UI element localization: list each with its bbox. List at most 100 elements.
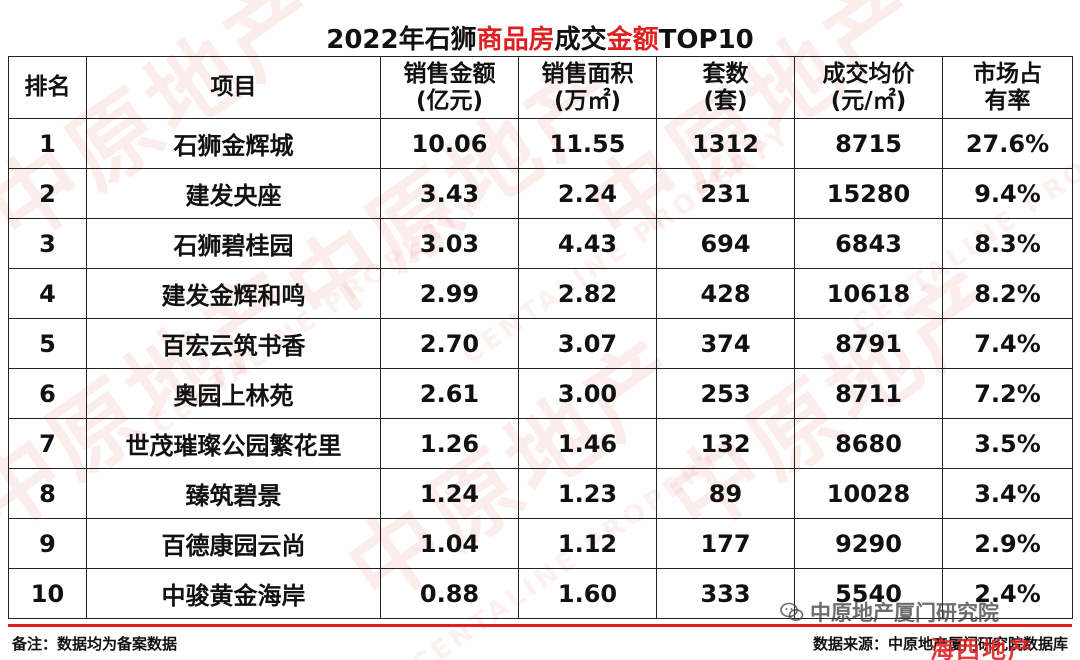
header-avg-price: 成交均价 (元/㎡): [794, 56, 943, 119]
cell-avg-price: 10618: [794, 268, 943, 319]
cell-project: 臻筑碧景: [86, 468, 381, 519]
cell-rank: 6: [8, 368, 87, 419]
cell-amount: 1.26: [380, 418, 519, 469]
cell-units: 428: [656, 268, 795, 319]
cell-units: 177: [656, 518, 795, 569]
cell-share: 7.2%: [942, 368, 1073, 419]
ranking-table: 排名 项目 销售金额 (亿元) 销售面积 (万㎡) 套数 (套) 成交均价 (元/㎡) …: [8, 56, 1073, 619]
table-row: 5 百宏云筑书香 2.70 3.07 374 8791 7.4%: [8, 318, 1073, 369]
cell-avg-price: 15280: [794, 168, 943, 219]
cell-share: 3.4%: [942, 468, 1073, 519]
cell-units: 694: [656, 218, 795, 269]
cell-amount: 10.06: [380, 118, 519, 169]
table-row: 10 中骏黄金海岸 0.88 1.60 333 5540 2.4%: [8, 568, 1073, 619]
table-row: 8 臻筑碧景 1.24 1.23 89 10028 3.4%: [8, 468, 1073, 519]
cell-amount: 2.99: [380, 268, 519, 319]
cell-amount: 2.70: [380, 318, 519, 369]
cell-share: 9.4%: [942, 168, 1073, 219]
cell-area: 3.07: [518, 318, 657, 369]
cell-area: 1.60: [518, 568, 657, 619]
cell-share: 2.9%: [942, 518, 1073, 569]
header-units: 套数 (套): [656, 56, 795, 119]
cell-units: 231: [656, 168, 795, 219]
cell-area: 2.82: [518, 268, 657, 319]
cell-rank: 2: [8, 168, 87, 219]
cell-project: 建发金辉和鸣: [86, 268, 381, 319]
cell-units: 333: [656, 568, 795, 619]
table-row: 1 石狮金辉城 10.06 11.55 1312 8715 27.6%: [8, 118, 1073, 169]
cell-share: 8.3%: [942, 218, 1073, 269]
cell-units: 132: [656, 418, 795, 469]
cell-project: 中骏黄金海岸: [86, 568, 381, 619]
cell-area: 3.00: [518, 368, 657, 419]
cell-avg-price: 8711: [794, 368, 943, 419]
header-rank: 排名: [8, 56, 87, 119]
cell-avg-price: 8715: [794, 118, 943, 169]
cell-project: 石狮金辉城: [86, 118, 381, 169]
wechat-badge: 中原地产厦门研究院: [780, 596, 1072, 628]
cell-avg-price: 8680: [794, 418, 943, 469]
cell-project: 百宏云筑书香: [86, 318, 381, 369]
cell-area: 2.24: [518, 168, 657, 219]
title-suffix: TOP10: [658, 25, 754, 55]
cell-amount: 3.03: [380, 218, 519, 269]
header-area: 销售面积 (万㎡): [518, 56, 657, 119]
cell-area: 4.43: [518, 218, 657, 269]
title-highlight-product: 商品房: [476, 25, 555, 55]
cell-area: 11.55: [518, 118, 657, 169]
footer: 备注：数据均为备案数据 数据来源：中原地产厦门研究院数据库: [8, 624, 1072, 660]
header-project: 项目: [86, 56, 381, 119]
cell-units: 1312: [656, 118, 795, 169]
footer-note: 备注：数据均为备案数据: [12, 635, 178, 653]
title-middle: 成交: [554, 25, 607, 55]
cell-project: 世茂璀璨公园繁花里: [86, 418, 381, 469]
overlay-watermark-text: 海西地产: [930, 636, 1034, 660]
cell-rank: 4: [8, 268, 87, 319]
table-row: 7 世茂璀璨公园繁花里 1.26 1.46 132 8680 3.5%: [8, 418, 1073, 469]
header-share: 市场占 有率: [942, 56, 1073, 119]
cell-area: 1.46: [518, 418, 657, 469]
header-amount: 销售金额 (亿元): [380, 56, 519, 119]
cell-units: 253: [656, 368, 795, 419]
cell-share: 3.5%: [942, 418, 1073, 469]
cell-rank: 5: [8, 318, 87, 369]
cell-area: 1.12: [518, 518, 657, 569]
table-row: 2 建发央座 3.43 2.24 231 15280 9.4%: [8, 168, 1073, 219]
cell-amount: 1.04: [380, 518, 519, 569]
cell-share: 7.4%: [942, 318, 1073, 369]
table-row: 9 百德康园云尚 1.04 1.12 177 9290 2.9%: [8, 518, 1073, 569]
cell-avg-price: 9290: [794, 518, 943, 569]
cell-project: 石狮碧桂园: [86, 218, 381, 269]
cell-avg-price: 6843: [794, 218, 943, 269]
cell-rank: 8: [8, 468, 87, 519]
cell-project: 奥园上林苑: [86, 368, 381, 419]
cell-project: 建发央座: [86, 168, 381, 219]
cell-rank: 7: [8, 418, 87, 469]
cell-amount: 3.43: [380, 168, 519, 219]
cell-rank: 3: [8, 218, 87, 269]
cell-avg-price: 8791: [794, 318, 943, 369]
table-row: 3 石狮碧桂园 3.03 4.43 694 6843 8.3%: [8, 218, 1073, 269]
cell-amount: 1.24: [380, 468, 519, 519]
cell-rank: 1: [8, 118, 87, 169]
cell-project: 百德康园云尚: [86, 518, 381, 569]
footer-source: 数据来源：中原地产厦门研究院数据库: [812, 635, 1068, 653]
cell-amount: 0.88: [380, 568, 519, 619]
cell-units: 374: [656, 318, 795, 369]
cell-amount: 2.61: [380, 368, 519, 419]
table-header-row: 排名 项目 销售金额 (亿元) 销售面积 (万㎡) 套数 (套) 成交均价 (元/㎡) …: [8, 56, 1073, 119]
title-highlight-amount: 金额: [606, 25, 659, 55]
cell-avg-price: 5540: [794, 568, 943, 619]
cell-avg-price: 10028: [794, 468, 943, 519]
table-row: 6 奥园上林苑 2.61 3.00 253 8711 7.2%: [8, 368, 1073, 419]
cell-share: 27.6%: [942, 118, 1073, 169]
page-title: 2022年石狮商品房成交金额TOP10: [8, 24, 1072, 56]
cell-rank: 9: [8, 518, 87, 569]
table-row: 4 建发金辉和鸣 2.99 2.82 428 10618 8.2%: [8, 268, 1073, 319]
cell-area: 1.23: [518, 468, 657, 519]
title-prefix: 2022年石狮: [326, 25, 477, 55]
cell-share: 2.4%: [942, 568, 1073, 619]
cell-share: 8.2%: [942, 268, 1073, 319]
wechat-account-name: 中原地产厦门研究院: [810, 601, 999, 625]
wechat-icon: [780, 600, 804, 624]
